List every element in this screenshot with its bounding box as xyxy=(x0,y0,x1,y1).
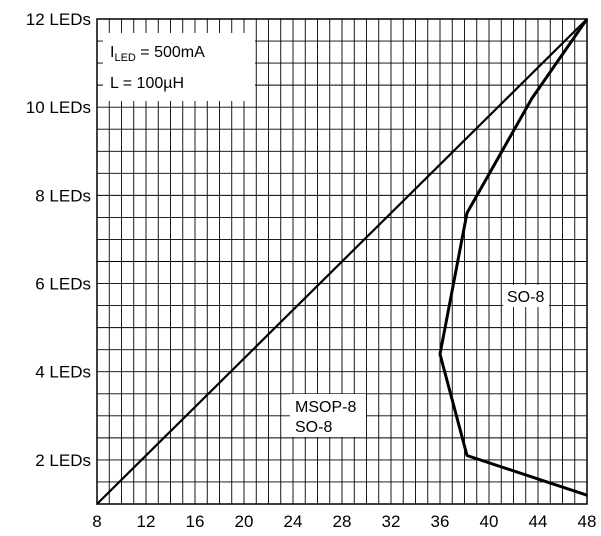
x-tick-label: 48 xyxy=(578,512,597,531)
x-tick-label: 24 xyxy=(284,512,303,531)
plot-frame xyxy=(96,18,588,505)
x-tick-label: 40 xyxy=(480,512,499,531)
x-tick-label: 44 xyxy=(529,512,548,531)
x-tick-label: 8 xyxy=(92,512,101,531)
condition-current-value: = 500mA xyxy=(136,44,205,61)
y-tick-label: 4 LEDs xyxy=(35,363,91,382)
x-tick-label: 20 xyxy=(235,512,254,531)
series-point-2 xyxy=(439,353,441,355)
x-tick-label: 28 xyxy=(333,512,352,531)
y-tick-label: 10 LEDs xyxy=(26,98,91,117)
condition-current: ILED = 500mA xyxy=(110,44,205,64)
x-tick-label: 16 xyxy=(186,512,205,531)
region-left-box xyxy=(290,394,366,437)
region-left-label-1: MSOP-8 xyxy=(295,399,356,416)
series-line-1 xyxy=(96,18,588,505)
condition-box xyxy=(103,33,255,101)
x-tick-labels: 8 12 16 20 24 28 32 36 40 44 48 xyxy=(92,512,596,531)
x-tick-label: 36 xyxy=(431,512,450,531)
x-tick-label: 12 xyxy=(137,512,156,531)
region-right-label: SO-8 xyxy=(507,289,544,306)
region-left-label-2: SO-8 xyxy=(295,419,332,436)
y-tick-label: 6 LEDs xyxy=(35,275,91,294)
series-point-2 xyxy=(466,454,468,457)
series-line-2 xyxy=(438,18,589,497)
condition-current-prefix: I xyxy=(110,44,114,61)
y-tick-label: 12 LEDs xyxy=(26,10,91,29)
condition-inductance: L = 100µH xyxy=(110,75,184,92)
y-tick-labels: 2 LEDs 4 LEDs 6 LEDs 8 LEDs 10 LEDs 12 LEDs xyxy=(26,10,91,470)
series-point-2 xyxy=(466,212,468,214)
region-right-box xyxy=(503,285,549,307)
y-tick-label: 8 LEDs xyxy=(35,186,91,205)
y-tick-label: 2 LEDs xyxy=(35,451,91,470)
series-point-2 xyxy=(531,97,533,100)
condition-current-sub: LED xyxy=(114,52,135,64)
x-tick-label: 32 xyxy=(382,512,401,531)
